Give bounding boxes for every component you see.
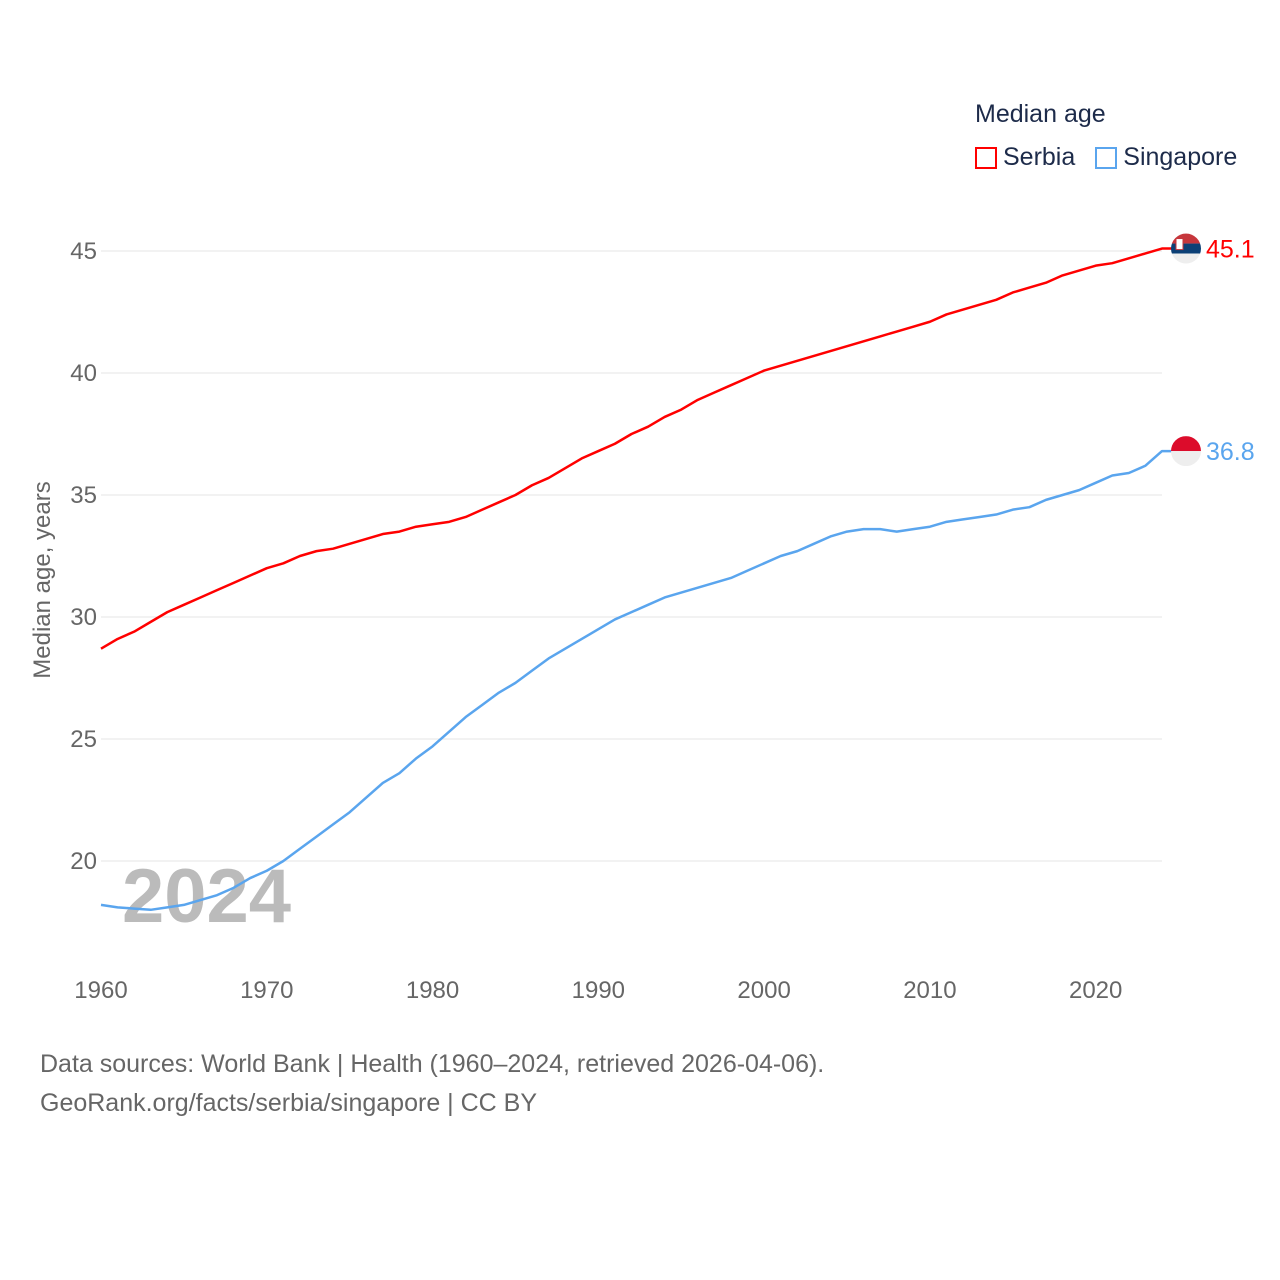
- end-label-singapore: 36.8: [1206, 438, 1255, 466]
- x-tick-label: 1960: [74, 977, 127, 1004]
- y-tick-label: 20: [70, 848, 97, 875]
- legend-swatch-singapore: [1095, 146, 1118, 169]
- source-line-2[interactable]: GeoRank.org/facts/serbia/singapore | CC …: [40, 1089, 538, 1117]
- source-line-1: Data sources: World Bank | Health (1960–…: [40, 1050, 825, 1078]
- source-note: Data sources: World Bank | Health (1960–…: [40, 1045, 824, 1123]
- year-label: 2024: [122, 854, 291, 939]
- x-tick-label: 1990: [572, 977, 625, 1004]
- legend-swatch-serbia: [975, 146, 997, 169]
- legend: Serbia Singapore: [975, 143, 1237, 172]
- legend-label-singapore: Singapore: [1123, 143, 1238, 171]
- y-axis-label: Median age, years: [29, 481, 56, 678]
- x-tick-label: 2010: [903, 977, 956, 1004]
- end-label-serbia: 45.1: [1206, 236, 1255, 264]
- series-line-singapore: [100, 449, 1172, 912]
- series-line-serbia: [100, 247, 1172, 650]
- x-tick-label: 2000: [737, 977, 790, 1004]
- legend-item-serbia[interactable]: Serbia: [975, 143, 1075, 172]
- y-tick-label: 30: [70, 604, 97, 631]
- flag-serbia-icon: [1171, 233, 1201, 264]
- y-tick-label: 35: [70, 482, 97, 509]
- y-tick-label: 45: [70, 238, 97, 265]
- y-tick-label: 40: [70, 360, 97, 387]
- x-tick-label: 2020: [1069, 977, 1122, 1004]
- legend-item-singapore[interactable]: Singapore: [1095, 143, 1237, 172]
- flag-singapore-icon: [1171, 436, 1201, 467]
- x-tick-label: 1970: [240, 977, 293, 1004]
- legend-label-serbia: Serbia: [1003, 143, 1076, 171]
- y-tick-label: 25: [70, 726, 97, 753]
- legend-title: Median age: [975, 100, 1106, 128]
- x-tick-label: 1980: [406, 977, 459, 1004]
